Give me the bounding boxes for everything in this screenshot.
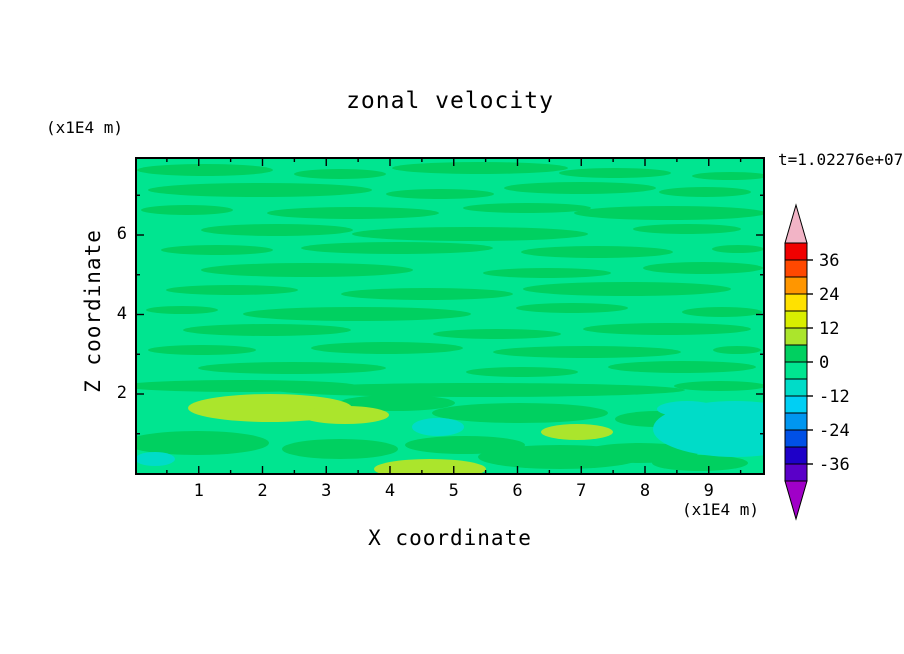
contour-blob (466, 367, 578, 377)
contour-blob (146, 306, 218, 314)
contour-blob (141, 205, 233, 215)
contour-blob (352, 227, 588, 241)
x-tick-label: 1 (193, 481, 204, 501)
colorbar-band (784, 446, 808, 465)
contour-blob (657, 401, 717, 417)
colorbar-band (784, 361, 808, 380)
colorbar-band (784, 242, 808, 261)
colorbar-band (784, 276, 808, 295)
contour-blob (301, 406, 389, 424)
contour-blob (135, 431, 269, 455)
colorbar-band (784, 378, 808, 397)
colorbar-label: 12 (819, 319, 839, 339)
contour-blob (267, 207, 439, 219)
colorbar-label: -24 (819, 421, 850, 441)
y-axis-units: (x1E4 m) (46, 118, 124, 137)
x-axis-label: X coordinate (368, 526, 532, 550)
contour-blob (504, 182, 656, 194)
contour-blob (523, 282, 731, 296)
contour-blob (516, 303, 628, 313)
contour-blob (682, 307, 762, 317)
contour-blob (198, 362, 386, 374)
plot-area (135, 157, 765, 475)
colorbar: 36 24 12 0 -12 -24 -36 (784, 203, 850, 521)
contour-blob (574, 206, 765, 220)
x-tick-label: 6 (512, 481, 523, 501)
colorbar-top-arrow (784, 203, 808, 244)
x-axis-units: (x1E4 m) (682, 500, 760, 519)
contour-blob (643, 262, 763, 274)
contour-field (135, 157, 765, 475)
time-annotation: t=1.02276e+07 (778, 150, 904, 169)
contour-blob (433, 329, 561, 339)
contour-blob (652, 455, 748, 471)
colorbar-band (784, 412, 808, 431)
contour-blob (483, 268, 611, 278)
contour-blob (692, 172, 765, 180)
colorbar-label: 0 (819, 353, 829, 373)
contour-blob (301, 242, 493, 254)
contour-blob (633, 224, 741, 234)
contour-blob (243, 307, 471, 321)
chart-title: zonal velocity (346, 88, 554, 114)
contour-blob (386, 189, 494, 199)
colorbar-bottom-arrow (784, 480, 808, 521)
contour-blob (341, 288, 513, 300)
x-tick-label: 4 (384, 481, 396, 501)
contour-blob (275, 383, 685, 397)
contour-blob (282, 439, 398, 459)
contour-blob (161, 245, 273, 255)
contour-blob (339, 395, 455, 411)
contour-blob (521, 246, 673, 258)
contour-blob (137, 164, 273, 176)
colorbar-band (784, 344, 808, 363)
x-tick-label: 9 (703, 481, 714, 501)
colorbar-label: 36 (819, 251, 839, 271)
contour-blob (135, 452, 175, 466)
contour-blob (374, 459, 486, 475)
contour-blob (608, 361, 756, 373)
plot-frame (135, 157, 765, 475)
contour-blob (201, 224, 353, 236)
y-tick-label: 2 (116, 383, 127, 403)
y-tick-label: 6 (116, 224, 127, 244)
contour-blob (432, 403, 608, 423)
contour-blob (559, 168, 671, 178)
colorbar-band (784, 310, 808, 329)
colorbar-band (784, 259, 808, 278)
x-tick-label: 7 (576, 481, 587, 501)
x-tick-label: 3 (321, 481, 332, 501)
colorbar-label: -12 (819, 387, 850, 407)
y-tick-label: 4 (116, 303, 127, 324)
contour-blob (201, 263, 413, 277)
contour-blob (392, 162, 568, 174)
contour-blob (148, 183, 372, 197)
contour-blob (583, 323, 751, 335)
colorbar-band (784, 327, 808, 346)
contour-blob (294, 169, 386, 179)
contour-blob (659, 187, 751, 197)
x-tick-label: 5 (448, 481, 459, 501)
contour-blob (674, 381, 765, 391)
x-tick-label: 8 (639, 481, 651, 501)
colorbar-band (784, 293, 808, 312)
colorbar-band (784, 429, 808, 448)
contour-blob (412, 418, 464, 436)
contour-blob (148, 345, 256, 355)
contour-blob (311, 342, 463, 354)
colorbar-label: 24 (819, 285, 839, 305)
contour-blob (405, 436, 525, 454)
colorbar-label: -36 (819, 455, 850, 475)
contour-blob (166, 285, 298, 295)
contour-blob (713, 346, 761, 354)
contour-blob (541, 424, 613, 440)
contour-blob (183, 324, 351, 336)
x-tick-label: 2 (257, 481, 268, 501)
contour-blob (493, 346, 681, 358)
colorbar-band (784, 395, 808, 414)
colorbar-band (784, 463, 808, 482)
contour-blob (463, 203, 591, 213)
contour-blob (712, 245, 764, 253)
